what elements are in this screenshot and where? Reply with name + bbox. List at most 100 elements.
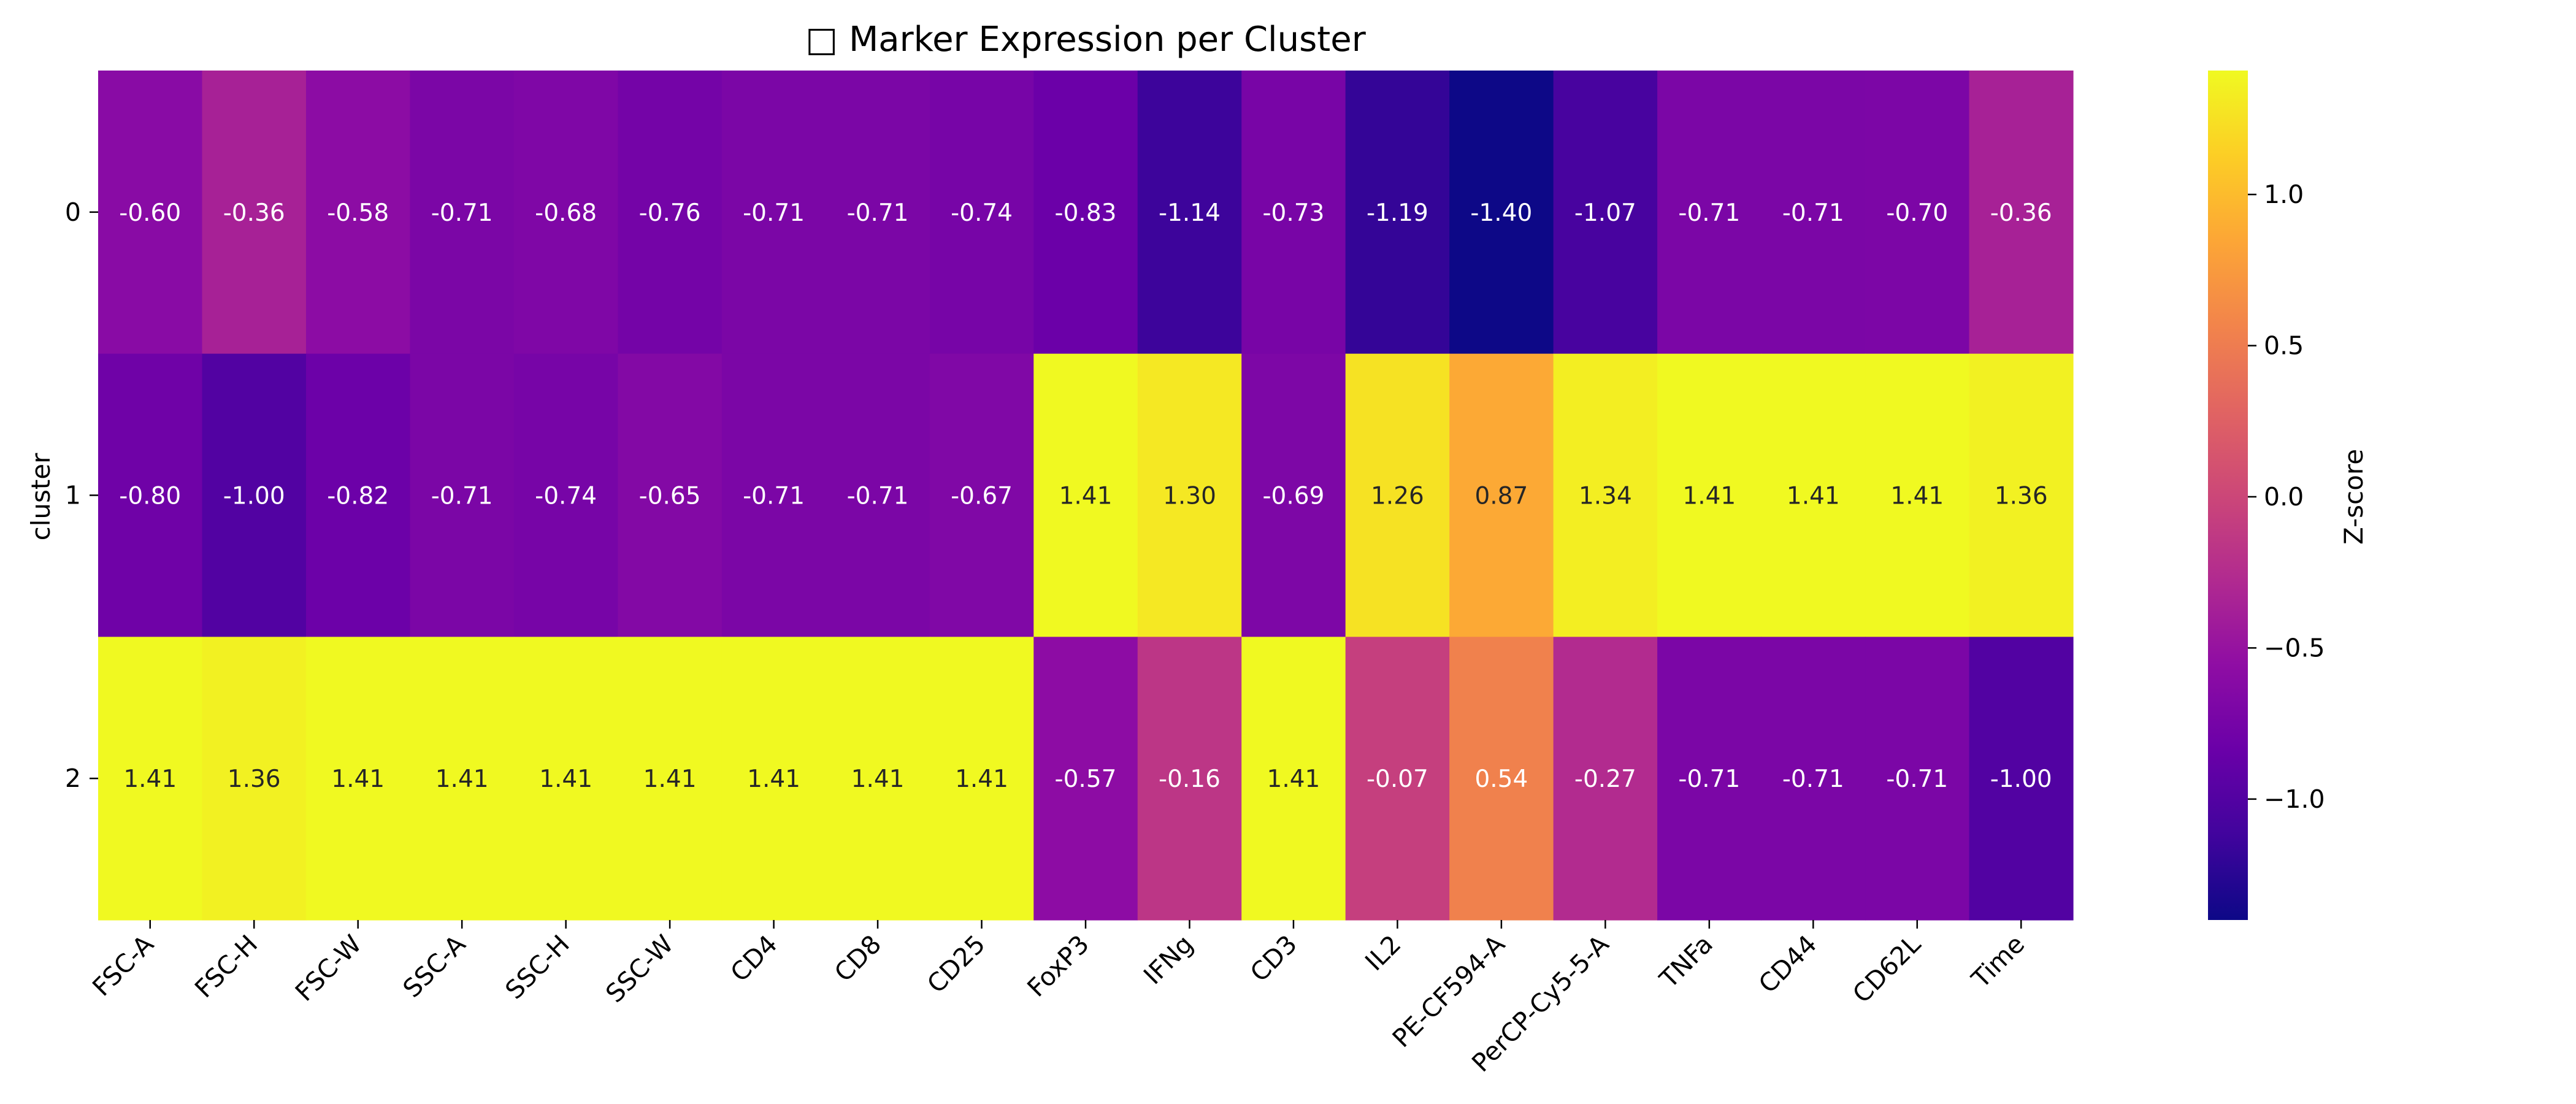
cell-value-label: -0.71 bbox=[431, 483, 493, 510]
heatmap-cell bbox=[1449, 71, 1554, 355]
x-tick-label: FSC-A bbox=[86, 929, 159, 1002]
cell-value-label: -1.19 bbox=[1367, 199, 1428, 227]
x-tick-label: SSC-A bbox=[397, 929, 472, 1003]
heatmap-cell bbox=[1345, 637, 1450, 921]
cell-value-label: 1.41 bbox=[1890, 483, 1944, 510]
x-tick-label: Time bbox=[1966, 929, 2031, 994]
x-tick-label: SSC-H bbox=[499, 929, 575, 1005]
cell-value-label: -0.68 bbox=[535, 199, 597, 227]
heatmap-cell bbox=[1865, 637, 1970, 921]
cell-value-label: -0.07 bbox=[1367, 765, 1428, 793]
cell-value-label: -0.74 bbox=[535, 483, 597, 510]
heatmap-cell bbox=[1137, 71, 1242, 355]
heatmap-cell bbox=[410, 353, 515, 637]
cell-value-label: 1.34 bbox=[1579, 483, 1632, 510]
x-tick-label: IL2 bbox=[1359, 929, 1406, 976]
x-tick-label: CD25 bbox=[921, 929, 991, 999]
x-tick-label: FSC-W bbox=[289, 929, 367, 1007]
cell-value-label: -0.69 bbox=[1262, 483, 1324, 510]
cell-value-label: -0.57 bbox=[1055, 765, 1117, 793]
cell-value-label: -0.27 bbox=[1574, 765, 1636, 793]
cell-value-label: 0.87 bbox=[1474, 483, 1528, 510]
cell-value-label: -0.71 bbox=[743, 483, 805, 510]
heatmap-cell bbox=[1033, 71, 1138, 355]
heatmap-cell bbox=[929, 353, 1034, 637]
heatmap-cell bbox=[1137, 637, 1242, 921]
cell-value-label: -0.71 bbox=[743, 199, 805, 227]
heatmap-cell bbox=[1137, 353, 1242, 637]
cell-value-label: -0.67 bbox=[951, 483, 1013, 510]
cell-value-label: -0.80 bbox=[119, 483, 181, 510]
heatmap-cell-labels: -0.60 -0.36 -0.58 -0.71 -0.68 -0.76 -0.71 -0.71… bbox=[119, 199, 2052, 793]
heatmap-cell bbox=[1241, 353, 1346, 637]
x-tick-label: CD62L bbox=[1847, 929, 1926, 1009]
heatmap-cell bbox=[929, 71, 1034, 355]
cell-value-label: 1.41 bbox=[1267, 765, 1321, 793]
cell-value-label: -0.71 bbox=[1782, 765, 1844, 793]
colorbar-tick-label: 0.0 bbox=[2264, 482, 2304, 512]
heatmap-cell bbox=[618, 353, 723, 637]
x-tick-label: CD8 bbox=[829, 929, 887, 987]
cell-value-label: -0.71 bbox=[1886, 765, 1948, 793]
heatmap-cell bbox=[202, 71, 307, 355]
cell-value-label: -0.36 bbox=[1990, 199, 2052, 227]
heatmap-cell bbox=[305, 353, 411, 637]
x-tick-label: IFNg bbox=[1138, 929, 1198, 990]
cell-value-label: -0.74 bbox=[951, 199, 1013, 227]
heatmap-cell bbox=[1033, 637, 1138, 921]
heatmap-cell bbox=[1969, 637, 2074, 921]
heatmap-cell bbox=[721, 71, 826, 355]
cell-value-label: -1.14 bbox=[1159, 199, 1221, 227]
cell-value-label: -0.71 bbox=[1782, 199, 1844, 227]
cell-value-label: -0.76 bbox=[639, 199, 701, 227]
y-axis-label: cluster bbox=[26, 453, 56, 541]
heatmap-cell bbox=[1033, 353, 1138, 637]
heatmap-cell bbox=[1345, 71, 1450, 355]
y-tick-label: 0 bbox=[65, 197, 81, 227]
colorbar-tick-label: 1.0 bbox=[2264, 180, 2304, 209]
cell-value-label: -0.71 bbox=[847, 199, 909, 227]
heatmap-cell bbox=[202, 353, 307, 637]
colorbar-tick-label: −0.5 bbox=[2264, 633, 2325, 662]
x-tick-label: CD3 bbox=[1244, 929, 1303, 987]
heatmap-cell bbox=[1657, 353, 1762, 637]
heatmap-cell bbox=[1761, 71, 1866, 355]
cell-value-label: -0.71 bbox=[1678, 765, 1740, 793]
cell-value-label: -0.71 bbox=[431, 199, 493, 227]
heatmap-cell bbox=[1657, 71, 1762, 355]
heatmap-cell bbox=[1553, 637, 1658, 921]
y-tick-label: 1 bbox=[65, 481, 81, 510]
cell-value-label: -1.00 bbox=[223, 483, 285, 510]
cell-value-label: -0.60 bbox=[119, 199, 181, 227]
cell-value-label: -0.70 bbox=[1886, 199, 1948, 227]
y-tick-label: 2 bbox=[65, 764, 81, 793]
cell-value-label: -0.71 bbox=[1678, 199, 1740, 227]
heatmap-cell bbox=[513, 71, 618, 355]
colorbar-ticks: −1.0 −0.5 0.0 0.5 1.0 bbox=[2248, 180, 2325, 814]
cell-value-label: 1.41 bbox=[1059, 483, 1113, 510]
cell-value-label: -0.83 bbox=[1055, 199, 1117, 227]
heatmap-cell bbox=[1241, 637, 1346, 921]
heatmap-cells bbox=[98, 71, 2074, 921]
colorbar-tick-label: −1.0 bbox=[2264, 784, 2325, 814]
heatmap-cell bbox=[618, 71, 723, 355]
heatmap-cell bbox=[1449, 637, 1554, 921]
heatmap-cell bbox=[826, 353, 930, 637]
x-tick-label: FoxP3 bbox=[1022, 929, 1095, 1003]
cell-value-label: -0.58 bbox=[327, 199, 389, 227]
heatmap-cell bbox=[305, 71, 411, 355]
heatmap-cell bbox=[1345, 353, 1450, 637]
heatmap-cell bbox=[1865, 71, 1970, 355]
heatmap-cell bbox=[826, 71, 930, 355]
cell-value-label: 1.41 bbox=[539, 765, 592, 793]
heatmap-cell bbox=[410, 637, 515, 921]
x-tick-label: SSC-W bbox=[600, 929, 679, 1008]
cell-value-label: 1.41 bbox=[851, 765, 905, 793]
heatmap-cell bbox=[1657, 637, 1762, 921]
cell-value-label: 1.36 bbox=[228, 765, 281, 793]
heatmap-cell bbox=[98, 71, 203, 355]
x-axis-ticks: FSC-A FSC-H FSC-W SSC-A SSC-H SSC-W CD4 CD8 CD25… bbox=[86, 920, 2030, 1078]
cell-value-label: -0.82 bbox=[327, 483, 389, 510]
colorbar bbox=[2208, 71, 2248, 920]
cell-value-label: -1.00 bbox=[1990, 765, 2052, 793]
